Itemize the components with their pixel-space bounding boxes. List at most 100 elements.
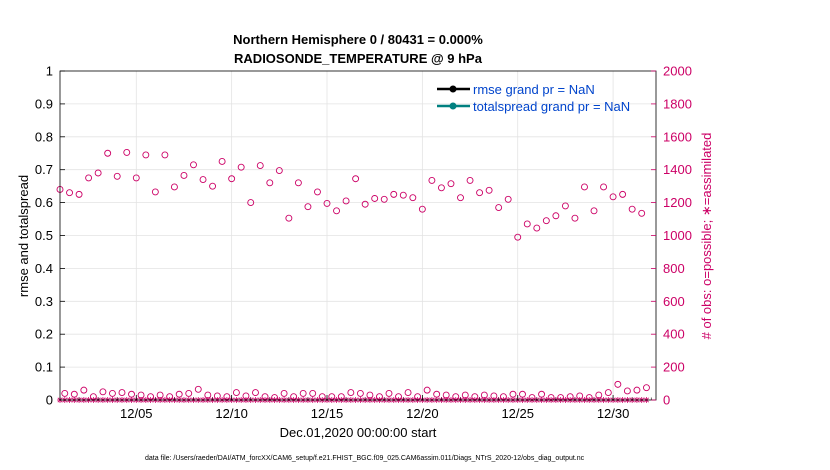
obs-possible-point [609,193,617,201]
y-right-tick-label: 2000 [663,64,692,79]
obs-possible-point [247,199,255,207]
obs-possible-point [514,233,522,241]
obs-possible-point [552,212,560,220]
y-right-tick-label: 0 [663,393,670,408]
obs-possible-point [604,389,612,397]
obs-possible-point [361,200,369,208]
obs-possible-point [561,202,569,210]
obs-possible-point [366,391,374,399]
y-right-tick-label: 1400 [663,162,692,177]
x-tick-label: 12/10 [215,406,248,421]
obs-possible-point [266,179,274,187]
obs-possible-point [113,172,121,180]
obs-possible-point [333,207,340,215]
obs-possible-point [175,390,183,398]
obs-possible-point [294,179,302,187]
obs-possible-point [237,163,245,171]
y-right-tick-label: 1200 [663,195,692,210]
obs-possible-markers [56,148,650,401]
obs-possible-point [581,183,588,191]
legend-label-rmse: rmse grand pr = NaN [473,82,595,97]
x-axis-label: Dec.01,2020 00:00:00 start [280,425,437,440]
obs-possible-point [61,389,69,397]
obs-possible-point [342,197,350,205]
obs-possible-point [252,389,259,397]
y-right-tick-label: 200 [663,360,685,375]
obs-possible-point [194,385,202,393]
x-tick-label: 12/05 [120,406,153,421]
x-tick-label: 12/30 [597,406,630,421]
obs-possible-point [585,394,593,401]
legend: rmse grand pr = NaN totalspread grand pr… [437,82,630,114]
y-right-tick-label: 1600 [663,129,692,144]
obs-possible-point [623,387,631,395]
obs-possible-point [380,195,388,203]
obs-possible-point [457,194,464,202]
y-right-tick-label: 400 [663,327,685,342]
obs-possible-point [504,195,512,203]
obs-possible-point [447,180,455,188]
obs-possible-point [123,148,131,156]
obs-possible-point [185,389,193,397]
obs-possible-point [523,220,531,228]
y-right-tick-label: 1000 [663,228,692,243]
obs-possible-point [204,391,212,399]
obs-possible-point [638,209,646,217]
y-left-tick-label: 0.5 [35,228,53,243]
obs-possible-point [94,169,102,177]
y-axis-right-label: # of obs: o=possible; ∗=assimilated [699,133,714,340]
obs-possible-point [85,174,93,182]
y-left-tick-label: 0.8 [35,129,53,144]
obs-possible-point [528,394,536,401]
x-tick-label: 12/25 [501,406,534,421]
obs-possible-point [418,205,426,213]
obs-possible-point [495,204,503,211]
footer-data-file: data file: /Users/raeder/DAI/ATM_forcXX/… [145,455,585,462]
obs-possible-point [132,174,140,182]
obs-possible-point [509,390,517,398]
y-left-tick-label: 1 [46,64,53,79]
obs-possible-point [304,203,312,211]
obs-possible-point [547,394,555,401]
right-axis: 0 200 400 600 800 1000 1200 1400 1600 1800 2000 [651,64,692,408]
obs-possible-point [314,188,321,196]
obs-possible-point [390,190,398,198]
obs-possible-point [213,392,221,400]
obs-possible-point [399,191,407,199]
x-tick-label: 12/15 [311,406,344,421]
obs-possible-point [557,394,565,401]
y-left-tick-label: 0.1 [35,360,53,375]
obs-possible-point [128,390,135,398]
obs-possible-point [118,389,126,397]
y-left-tick-label: 0 [46,393,53,408]
obs-possible-point [533,224,541,232]
obs-possible-point [271,394,279,401]
obs-possible-point [600,183,608,191]
obs-possible-point [170,183,178,191]
y-left-tick-label: 0.6 [35,195,53,210]
obs-possible-point [180,172,188,179]
obs-possible-point [590,207,598,215]
y-left-tick-label: 0.2 [35,327,53,342]
obs-possible-point [643,384,650,392]
obs-possible-point [242,392,250,400]
x-axis: 12/05 12/10 12/15 12/20 12/25 12/30 [59,395,652,421]
y-left-tick-label: 0.4 [35,261,53,276]
chart-title: Northern Hemisphere 0 / 80431 = 0.000% [233,32,483,47]
obs-possible-point [299,389,307,397]
obs-possible-point [108,389,116,397]
obs-possible-point [256,162,264,170]
y-right-tick-label: 800 [663,261,685,276]
obs-possible-point [619,190,627,198]
y-left-tick-label: 0.7 [35,162,53,177]
obs-possible-point [480,391,488,399]
obs-possible-point [228,175,236,183]
obs-possible-point [137,391,145,399]
obs-possible-point [371,195,379,202]
obs-possible-point [428,176,436,184]
obs-possible-point [190,161,197,169]
obs-possible-point [347,389,355,397]
x-tick-label: 12/20 [406,406,439,421]
obs-possible-point [280,389,288,397]
obs-possible-point [576,392,584,400]
